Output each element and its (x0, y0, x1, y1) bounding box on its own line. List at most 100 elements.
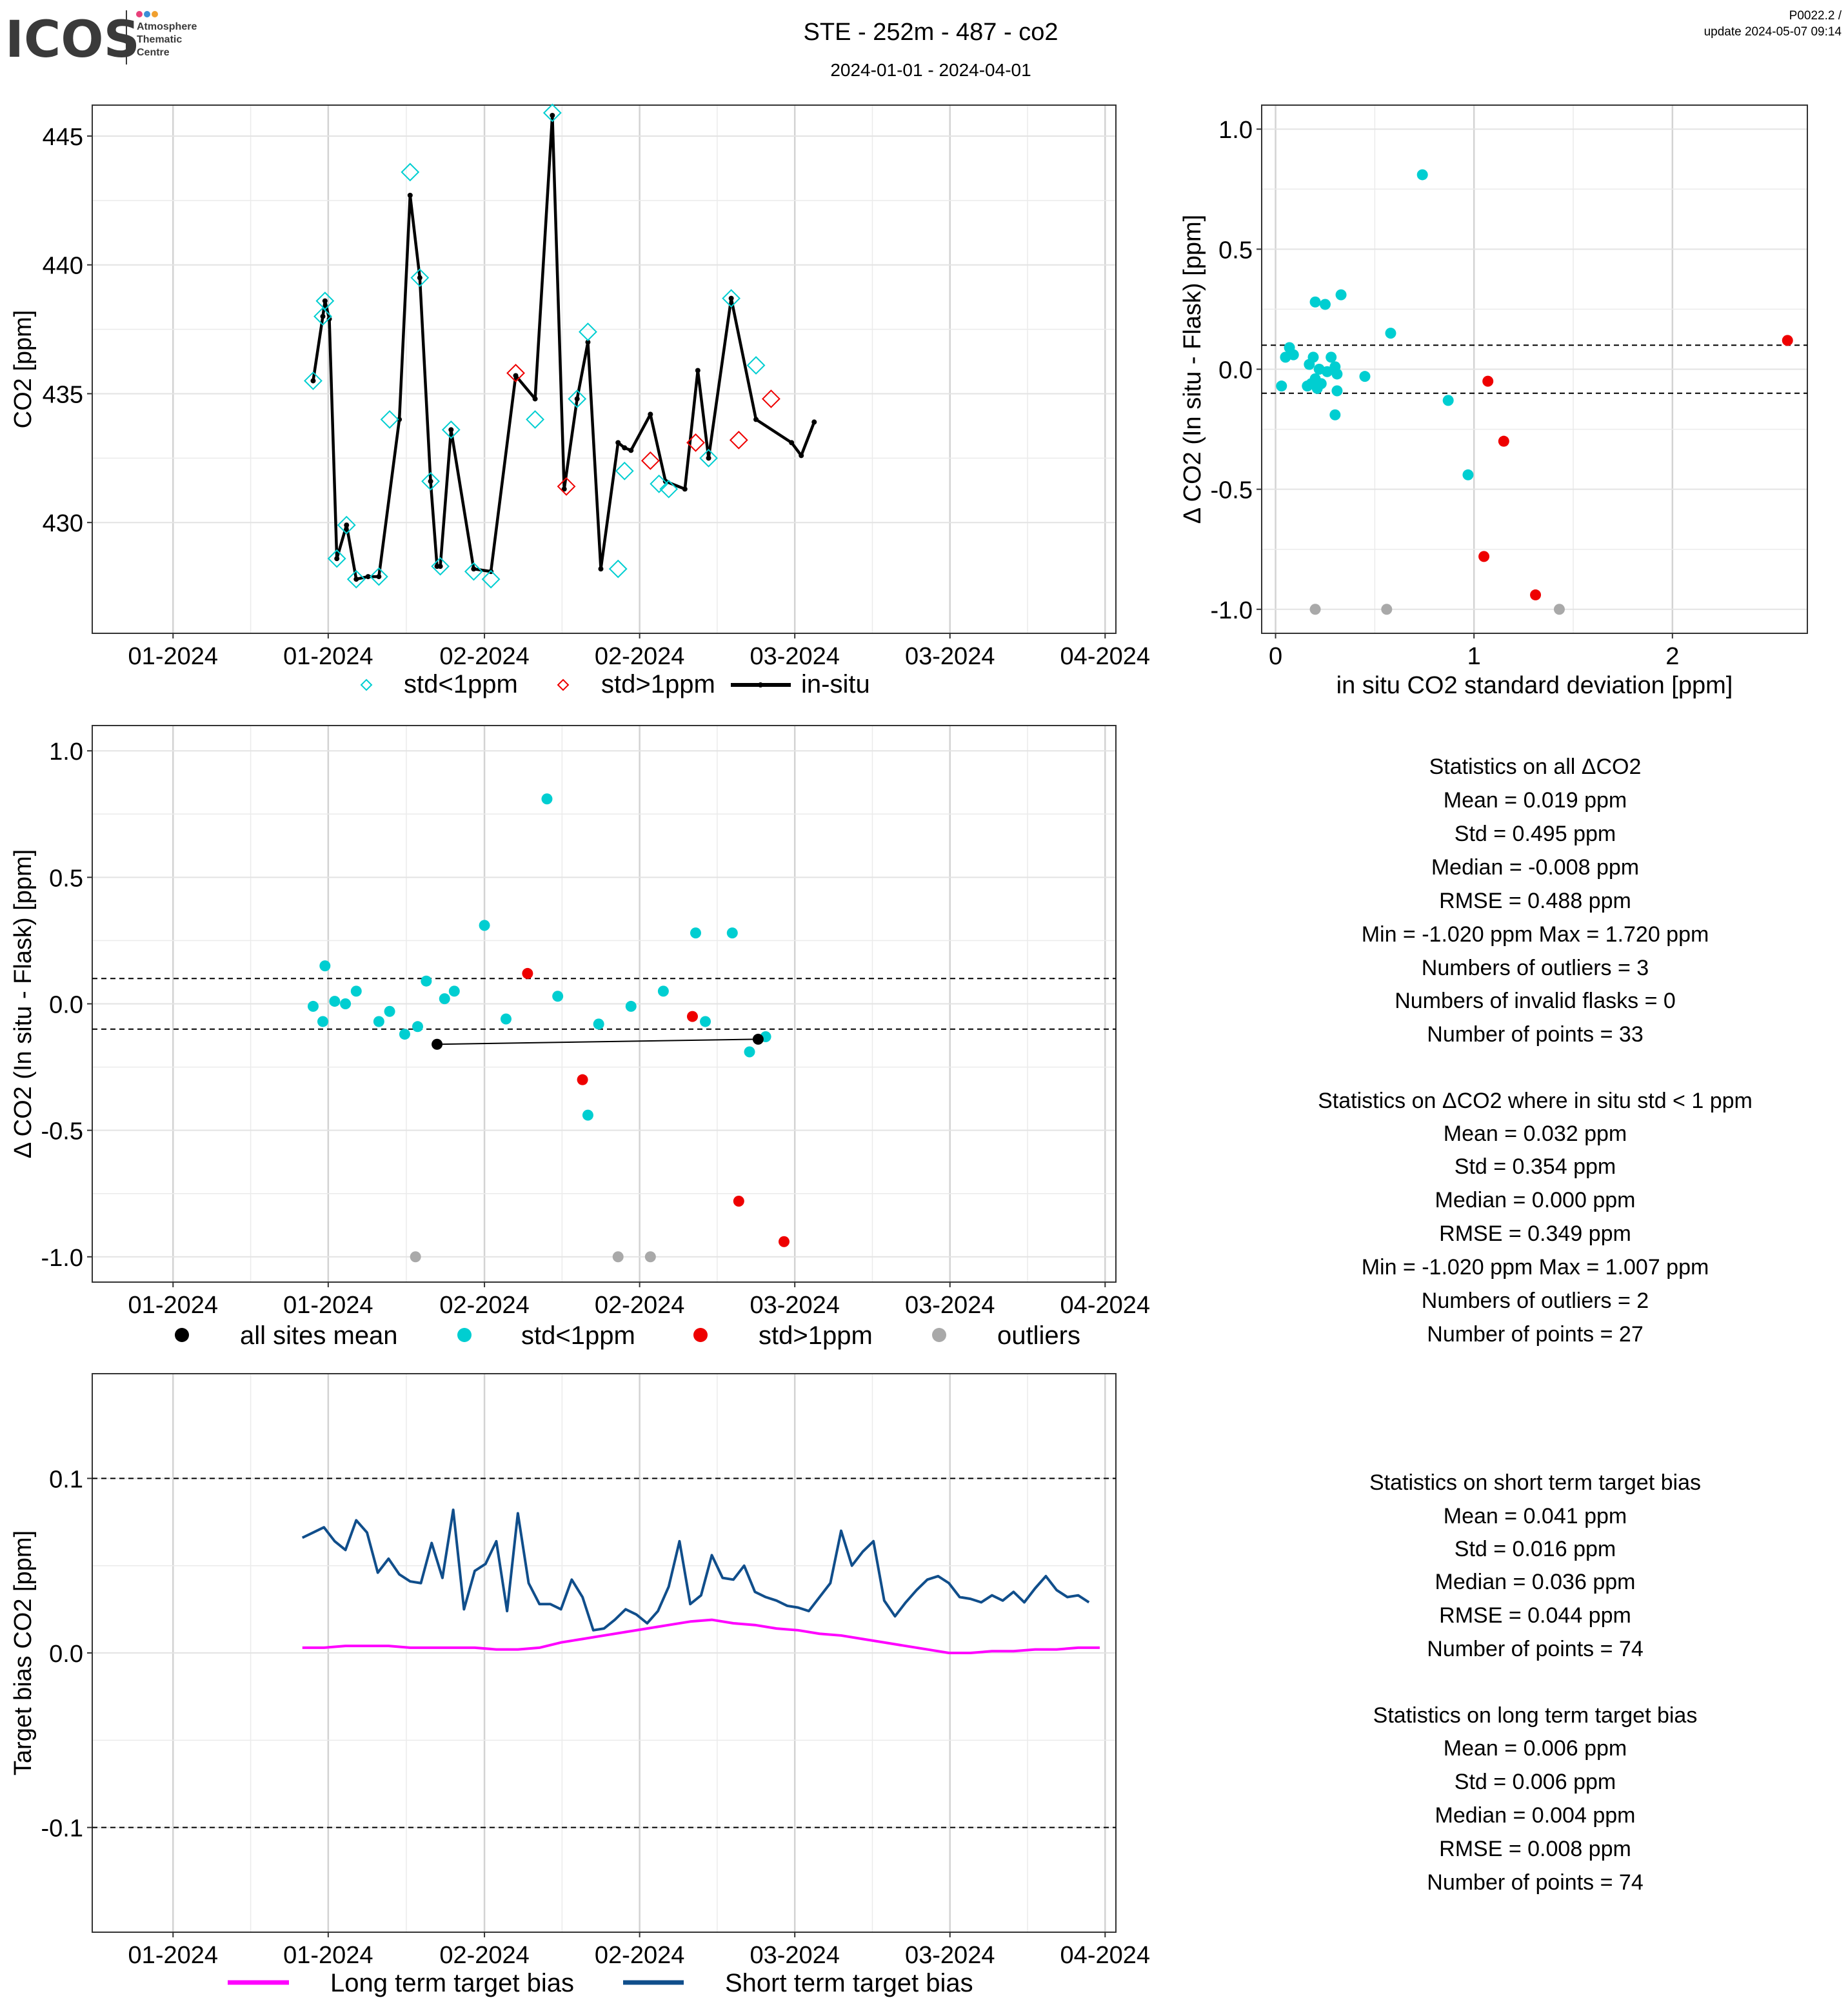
x-tick-label: 02-2024 (595, 1942, 684, 1969)
flask-std-lt1-marker (659, 479, 679, 499)
outlier-point (644, 1251, 656, 1263)
x-tick-label: 02-2024 (595, 1292, 684, 1319)
std-lt1-point (317, 1016, 328, 1027)
insitu-point (682, 486, 688, 492)
header: ICOS Atmosphere Thematic Centre STE - 25… (5, 9, 1842, 80)
insitu-point (728, 295, 734, 301)
date-range: 2024-01-01 - 2024-04-01 (830, 60, 1031, 80)
std-gt1-point (686, 1011, 698, 1022)
insitu-point (334, 556, 340, 562)
x-tick-label: 02-2024 (439, 1942, 529, 1969)
x-tick-label: 01-2024 (128, 1942, 218, 1969)
insitu-point (532, 396, 538, 402)
x-tick-label: 03-2024 (750, 643, 839, 670)
legend-label: all sites mean (240, 1321, 398, 1350)
std-gt1-point (1482, 375, 1494, 387)
std-lt1-point (439, 993, 450, 1005)
y-tick-label: 0.0 (1218, 357, 1253, 384)
flask-std-lt1-marker (431, 557, 450, 576)
stats-lt1-line: Median = 0.000 ppm (1435, 1188, 1636, 1212)
legend-label-insitu: in-situ (801, 670, 870, 698)
std-lt1-point (399, 1029, 410, 1040)
stats-all-line: RMSE = 0.488 ppm (1439, 889, 1631, 913)
stats-short-line: Mean = 0.041 ppm (1444, 1504, 1627, 1528)
logo-sub-line-1: Atmosphere (137, 21, 197, 32)
y-tick-label: 430 (43, 510, 83, 537)
y-tick-label: 440 (43, 253, 83, 280)
x-tick-label: 01-2024 (128, 643, 218, 670)
y-tick-label: 0.5 (1218, 237, 1253, 264)
outlier-point (410, 1251, 421, 1263)
flask-std-lt1-marker (421, 471, 440, 491)
stats-all-line: Numbers of outliers = 3 (1422, 956, 1649, 980)
x-tick-label: 03-2024 (905, 1942, 995, 1969)
x-tick-label: 03-2024 (750, 1292, 839, 1319)
y-tick-label: -1.0 (41, 1245, 83, 1272)
x-axis-label: in situ CO2 standard deviation [ppm] (1336, 672, 1733, 699)
flask-std-lt1-marker (746, 356, 766, 375)
insitu-point (622, 445, 628, 451)
mean-point (432, 1038, 443, 1050)
flask-std-lt1-marker (327, 549, 346, 568)
std-lt1-point (448, 985, 460, 997)
std-lt1-point (1385, 328, 1396, 339)
std-lt1-point (1319, 299, 1331, 310)
series-line (302, 1618, 1100, 1654)
std-lt1-point (582, 1109, 593, 1121)
std-lt1-point (1304, 359, 1315, 370)
std-lt1-point (1280, 351, 1291, 363)
outlier-point (1381, 604, 1393, 615)
flask-std-lt1-marker (441, 420, 461, 439)
y-axis-label: Target bias CO2 [ppm] (10, 1530, 37, 1775)
std-lt1-point (1302, 381, 1313, 392)
logo-dots-icon (136, 11, 158, 17)
stats-all-line: Numbers of invalid flasks = 0 (1395, 989, 1676, 1013)
std-lt1-point (1416, 169, 1428, 181)
logo-dot (144, 11, 150, 17)
insitu-point (753, 417, 759, 422)
legend-label: std<1ppm (521, 1321, 635, 1350)
legend-label-std-gt1: std>1ppm (601, 670, 715, 698)
std-lt1-point (412, 1021, 423, 1033)
legend-key-dot (457, 1328, 472, 1342)
insitu-point (320, 313, 326, 319)
std-lt1-point (657, 985, 669, 997)
flask-std-gt1-marker (641, 451, 660, 470)
y-tick-label: -1.0 (1211, 597, 1253, 624)
flask-std-lt1-marker (346, 569, 366, 589)
stats-short-line: RMSE = 0.044 ppm (1439, 1603, 1631, 1628)
legend-label-long-term: Long term target bias (330, 1969, 574, 1997)
insitu-point (648, 411, 653, 417)
chart-delta-time: -1.0 -0.5 0.0 0.5 1.0 01-2024 01-2024 02-2024 02… (10, 725, 1150, 1350)
legend-label: std>1ppm (759, 1321, 873, 1350)
y-tick-label: 0.1 (49, 1466, 83, 1493)
std-gt1-point (778, 1236, 790, 1247)
stats-short-line: Std = 0.016 ppm (1455, 1537, 1616, 1561)
logo-dot (136, 11, 143, 17)
stats-long-line: Mean = 0.006 ppm (1444, 1736, 1627, 1761)
stats-long-line: Median = 0.004 ppm (1435, 1803, 1636, 1828)
x-tick-label: 02-2024 (439, 1292, 529, 1319)
insitu-point (407, 192, 413, 198)
y-tick-label: 0.0 (49, 1641, 83, 1668)
std-gt1-point (522, 967, 533, 979)
mean-point (752, 1033, 764, 1045)
stats-lt1: Statistics on ΔCO2 where in situ std < 1… (1318, 1089, 1753, 1347)
x-tick-label: 2 (1665, 643, 1679, 670)
legend-key-insitu-point (758, 682, 763, 687)
std-lt1-point (541, 793, 553, 805)
stats-all-line: Std = 0.495 ppm (1455, 822, 1616, 846)
insitu-point (397, 417, 402, 422)
insitu-point (628, 448, 634, 453)
stats-long-line: Number of points = 74 (1427, 1870, 1643, 1895)
insitu-point (428, 479, 433, 484)
flask-std-lt1-marker (304, 371, 323, 390)
stats-all: Statistics on all ΔCO2 Mean = 0.019 ppm … (1362, 755, 1709, 1047)
stats-short-line: Median = 0.036 ppm (1435, 1570, 1636, 1594)
flask-std-gt1-marker (729, 430, 748, 450)
flask-std-lt1-marker (722, 289, 741, 308)
y-tick-label: 1.0 (1218, 117, 1253, 144)
std-gt1-point (1478, 551, 1490, 562)
y-tick-label: 435 (43, 381, 83, 408)
